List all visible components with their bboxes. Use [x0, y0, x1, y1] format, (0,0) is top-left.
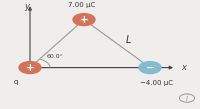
- Text: +: +: [80, 15, 88, 25]
- Text: −4.00 μC: −4.00 μC: [140, 80, 172, 86]
- Text: x: x: [181, 63, 186, 72]
- Text: 7.00 μC: 7.00 μC: [68, 2, 96, 9]
- Text: q: q: [14, 79, 18, 85]
- Circle shape: [73, 14, 95, 26]
- Circle shape: [139, 62, 161, 74]
- Text: y: y: [24, 2, 30, 11]
- Text: L: L: [125, 35, 131, 45]
- Text: i: i: [186, 94, 188, 103]
- Circle shape: [19, 62, 41, 74]
- Text: +: +: [26, 63, 34, 73]
- Text: −: −: [146, 63, 154, 73]
- Text: 60.0°: 60.0°: [47, 54, 64, 59]
